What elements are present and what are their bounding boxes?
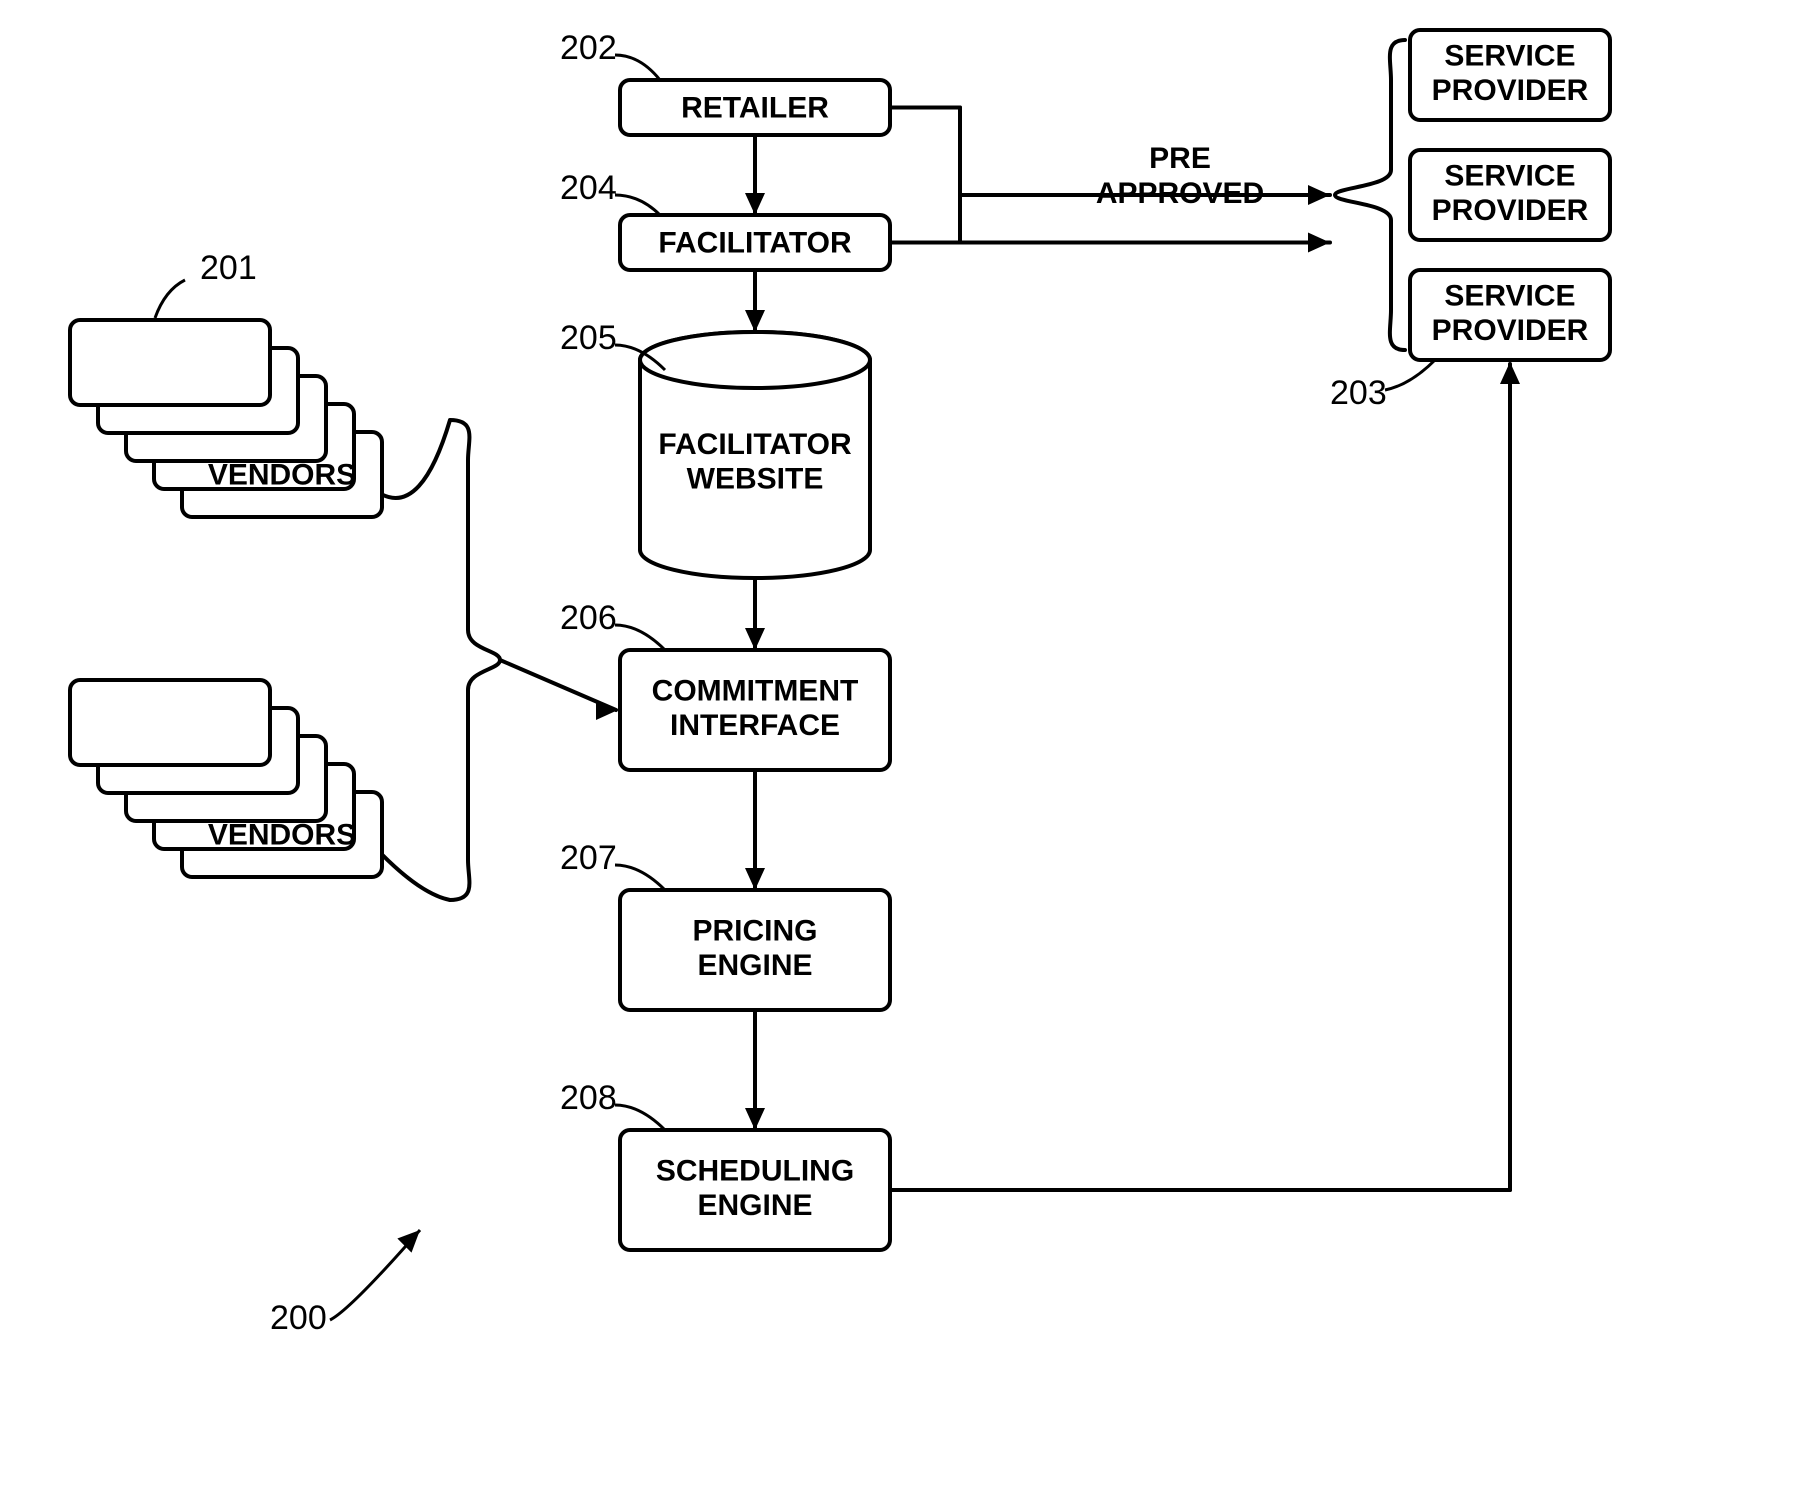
svg-text:PROVIDER: PROVIDER: [1432, 194, 1589, 227]
svg-text:VENDORS: VENDORS: [208, 458, 356, 491]
svg-text:204: 204: [560, 169, 617, 207]
svg-text:PROVIDER: PROVIDER: [1432, 74, 1589, 107]
svg-text:205: 205: [560, 319, 617, 357]
svg-text:RETAILER: RETAILER: [681, 91, 829, 124]
svg-text:COMMITMENT: COMMITMENT: [652, 675, 859, 708]
svg-text:SCHEDULING: SCHEDULING: [656, 1155, 854, 1188]
svg-text:PROVIDER: PROVIDER: [1432, 314, 1589, 347]
svg-text:201: 201: [200, 249, 257, 287]
svg-text:INTERFACE: INTERFACE: [670, 709, 840, 742]
svg-text:APPROVED: APPROVED: [1096, 177, 1264, 210]
svg-text:VENDORS: VENDORS: [208, 818, 356, 851]
svg-text:SERVICE: SERVICE: [1444, 280, 1575, 313]
svg-text:FACILITATOR: FACILITATOR: [658, 226, 852, 259]
svg-text:PRE: PRE: [1149, 142, 1211, 175]
svg-text:206: 206: [560, 599, 617, 637]
svg-text:SERVICE: SERVICE: [1444, 160, 1575, 193]
svg-text:200: 200: [270, 1299, 327, 1337]
svg-text:208: 208: [560, 1079, 617, 1117]
svg-text:203: 203: [1330, 374, 1387, 412]
svg-text:PRICING: PRICING: [692, 915, 817, 948]
svg-text:207: 207: [560, 839, 617, 877]
svg-text:FACILITATOR: FACILITATOR: [658, 428, 852, 461]
svg-text:SERVICE: SERVICE: [1444, 40, 1575, 73]
svg-text:ENGINE: ENGINE: [697, 949, 812, 982]
svg-text:ENGINE: ENGINE: [697, 1189, 812, 1222]
svg-text:WEBSITE: WEBSITE: [687, 463, 824, 496]
svg-text:202: 202: [560, 29, 617, 67]
